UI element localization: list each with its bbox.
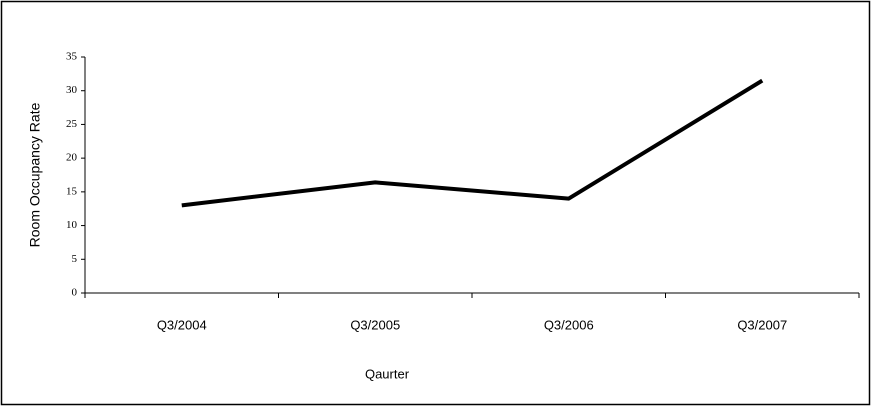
x-tick-label: Q3/2007 xyxy=(737,317,787,332)
y-tick-label: 30 xyxy=(66,84,78,96)
y-tick-label: 0 xyxy=(72,287,78,299)
y-tick-label: 35 xyxy=(66,51,78,63)
x-axis-label: Qaurter xyxy=(365,366,410,381)
y-tick-label: 5 xyxy=(72,253,78,265)
x-tick-label: Q3/2004 xyxy=(157,317,207,332)
y-axis-label: Room Occupancy Rate xyxy=(27,102,43,247)
x-tick-label: Q3/2005 xyxy=(350,317,400,332)
y-tick-label: 20 xyxy=(66,152,78,164)
line xyxy=(181,78,764,208)
y-tick-label: 10 xyxy=(66,219,78,231)
y-tick-label: 15 xyxy=(66,185,78,197)
x-tick-label: Q3/2006 xyxy=(544,317,594,332)
y-tick-label: 25 xyxy=(66,118,78,130)
